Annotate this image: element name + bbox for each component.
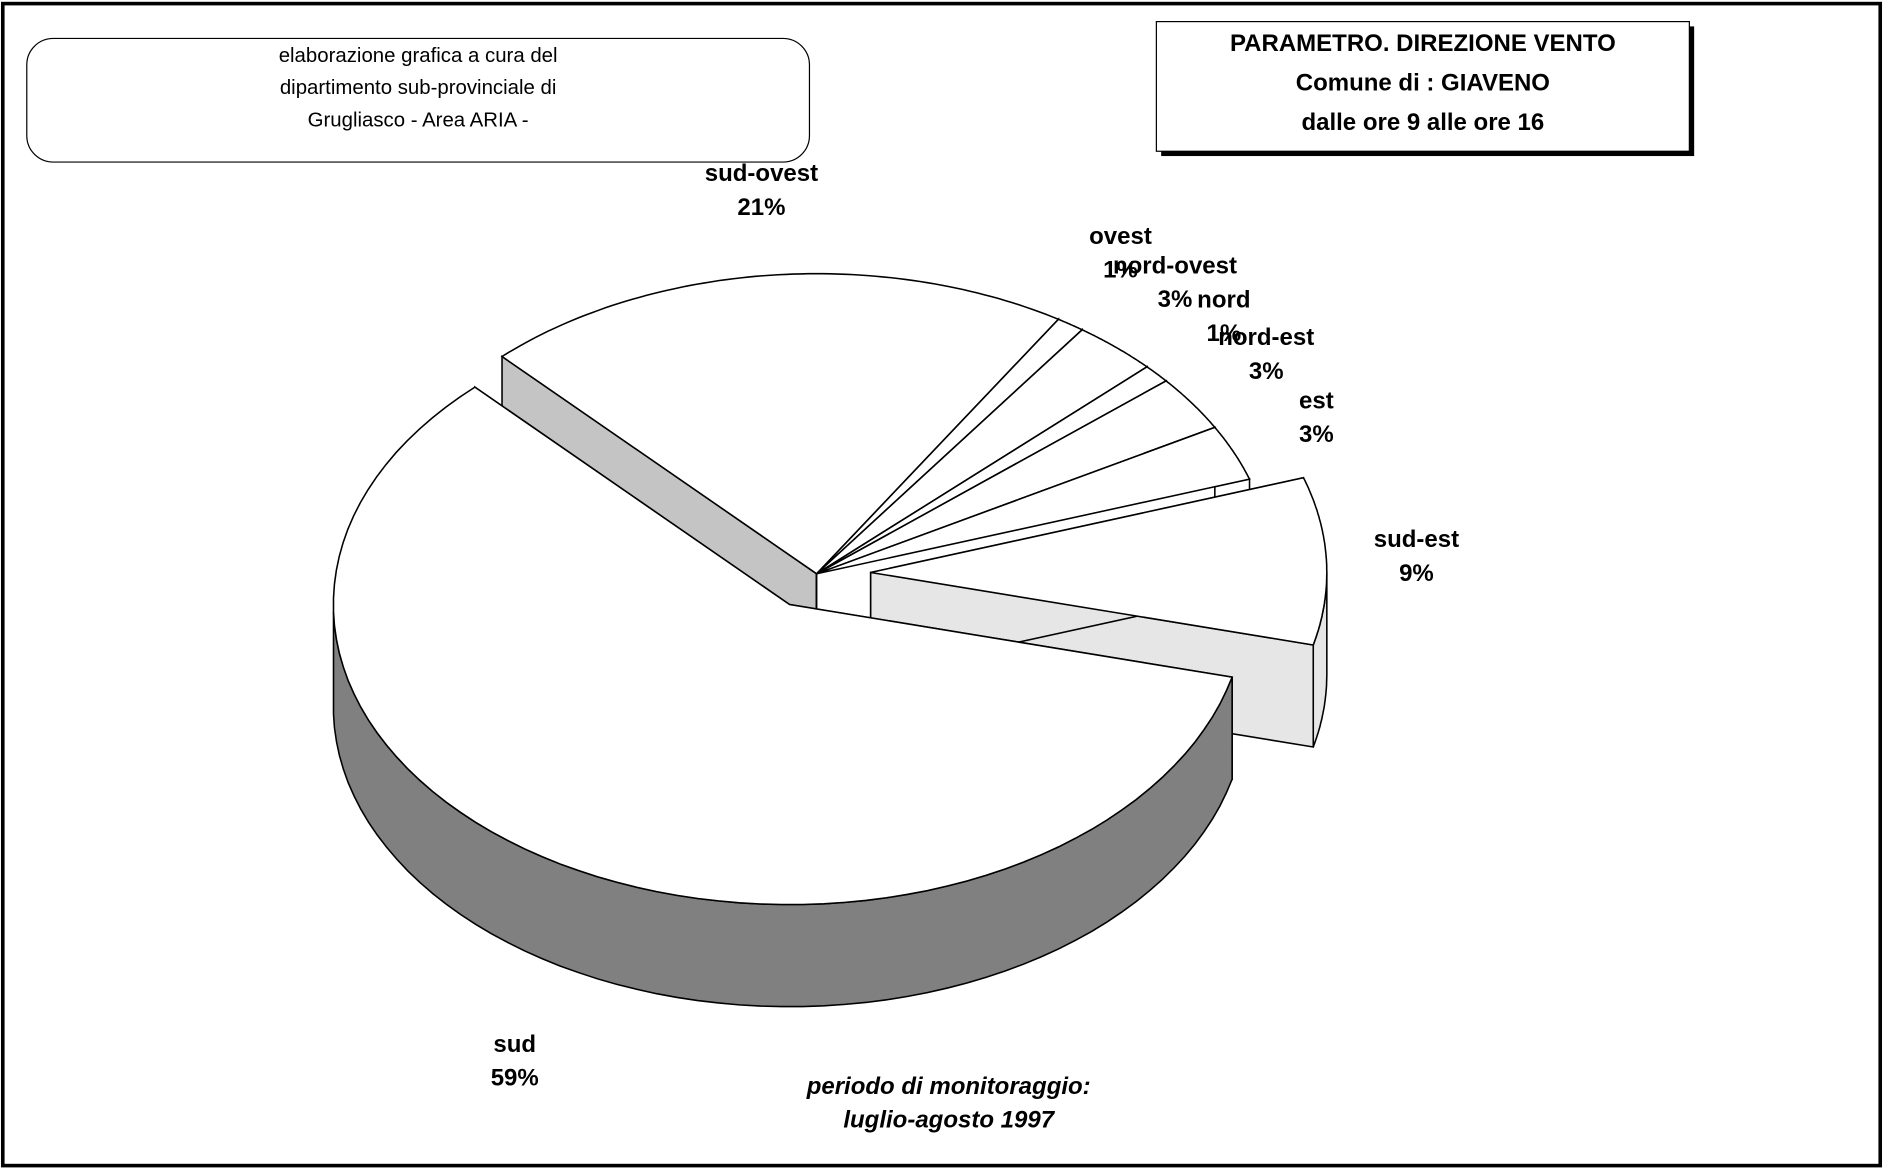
slice-label: ovest [1089,223,1152,250]
info-line: Grugliasco - Area ARIA - [308,110,529,132]
title-box [1155,21,1690,152]
title: Comune di : GIAVENO [1296,69,1550,96]
slice-label: est [1299,387,1334,414]
slice-top [816,318,1084,575]
slice-top [816,379,1217,575]
slice-value-label: 1% [1103,257,1138,284]
title: PARAMETRO. DIREZIONE VENTO [1230,30,1616,57]
slice-value-label: 3% [1299,421,1334,448]
info-line: elaborazione grafica a cura del [279,45,558,67]
slice-top [816,426,1251,575]
footer: luglio-agosto 1997 [843,1107,1055,1134]
info-line: dipartimento sub-provinciale di [280,77,557,99]
slice-top [816,328,1149,575]
slice-label: nord-est [1218,324,1314,351]
slice-top [870,476,1328,646]
slice-value-label: 1% [1206,320,1241,347]
slice [332,385,1234,1008]
slice-value-label: 3% [1249,358,1284,385]
slice-top [500,272,1060,575]
slice-value-label: 21% [737,194,785,221]
slice-value-label: 9% [1399,560,1434,587]
info-box [26,37,811,163]
slice-top [332,386,1234,906]
slice-label: nord-ovest [1113,252,1237,279]
slice-label: nord [1197,286,1250,313]
title: dalle ore 9 alle ore 16 [1301,109,1544,136]
slice-value-label: 3% [1158,286,1193,313]
slice-value-label: 59% [491,1065,539,1092]
footer: periodo di monitoraggio: [806,1073,1091,1100]
slice-label: sud [493,1031,536,1058]
pie [332,272,1328,1008]
slice-label: sud-est [1374,526,1459,553]
slice-label: sud-ovest [705,160,818,187]
slice-top [816,365,1168,575]
